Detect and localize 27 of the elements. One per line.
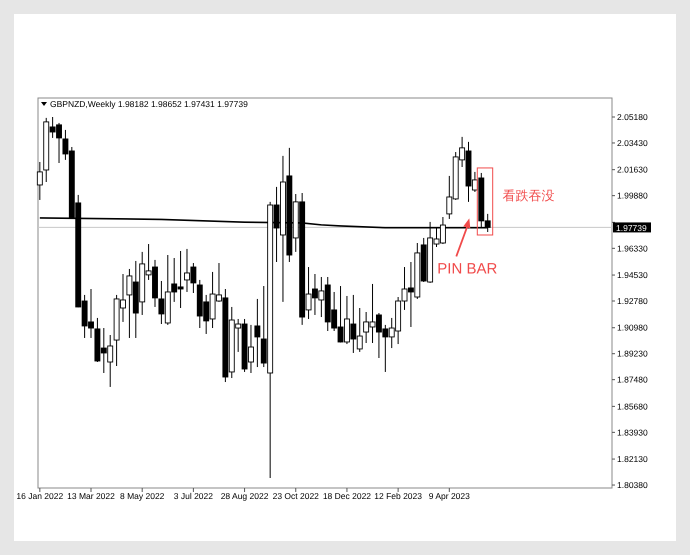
x-tick-label: 18 Dec 2022 [322, 491, 372, 501]
chart-title: GBPNZD,Weekly 1.98182 1.98652 1.97431 1.97739 [50, 99, 248, 109]
y-tick-label: 2.03430 [617, 138, 648, 148]
x-tick-label: 8 May 2022 [120, 491, 165, 501]
y-tick-label: 1.82130 [617, 454, 648, 464]
x-tick-label: 3 Jul 2022 [174, 491, 214, 501]
y-tick-label: 1.87480 [617, 374, 648, 385]
x-tick-label: 23 Oct 2022 [272, 491, 320, 501]
annotation: PIN BAR [437, 260, 498, 278]
y-tick-label: 1.94530 [617, 270, 648, 280]
y-tick-label: 1.90980 [617, 322, 648, 333]
y-tick-label: 1.85680 [617, 401, 648, 412]
y-tick-label: 2.05180 [617, 112, 648, 122]
y-tick-label: 1.96330 [617, 243, 648, 254]
y-tick-label: 1.99880 [617, 190, 648, 201]
y-tick-label: 1.89230 [617, 348, 648, 359]
x-tick-label: 12 Feb 2023 [374, 491, 422, 501]
y-tick-label: 1.80380 [617, 480, 648, 490]
y-tick-label: 1.83930 [617, 427, 648, 438]
x-tick-label: 13 Mar 2022 [67, 491, 116, 501]
annotation: 看跌吞没 [502, 188, 555, 203]
x-tick-label: 28 Aug 2022 [220, 491, 269, 501]
x-tick-label: 9 Apr 2023 [428, 491, 470, 501]
x-tick-label: 16 Jan 2022 [16, 491, 64, 501]
ref-line-label: 1.97739 [616, 222, 647, 233]
y-tick-label: 2.01630 [617, 164, 648, 175]
y-tick-label: 1.92780 [617, 296, 648, 306]
